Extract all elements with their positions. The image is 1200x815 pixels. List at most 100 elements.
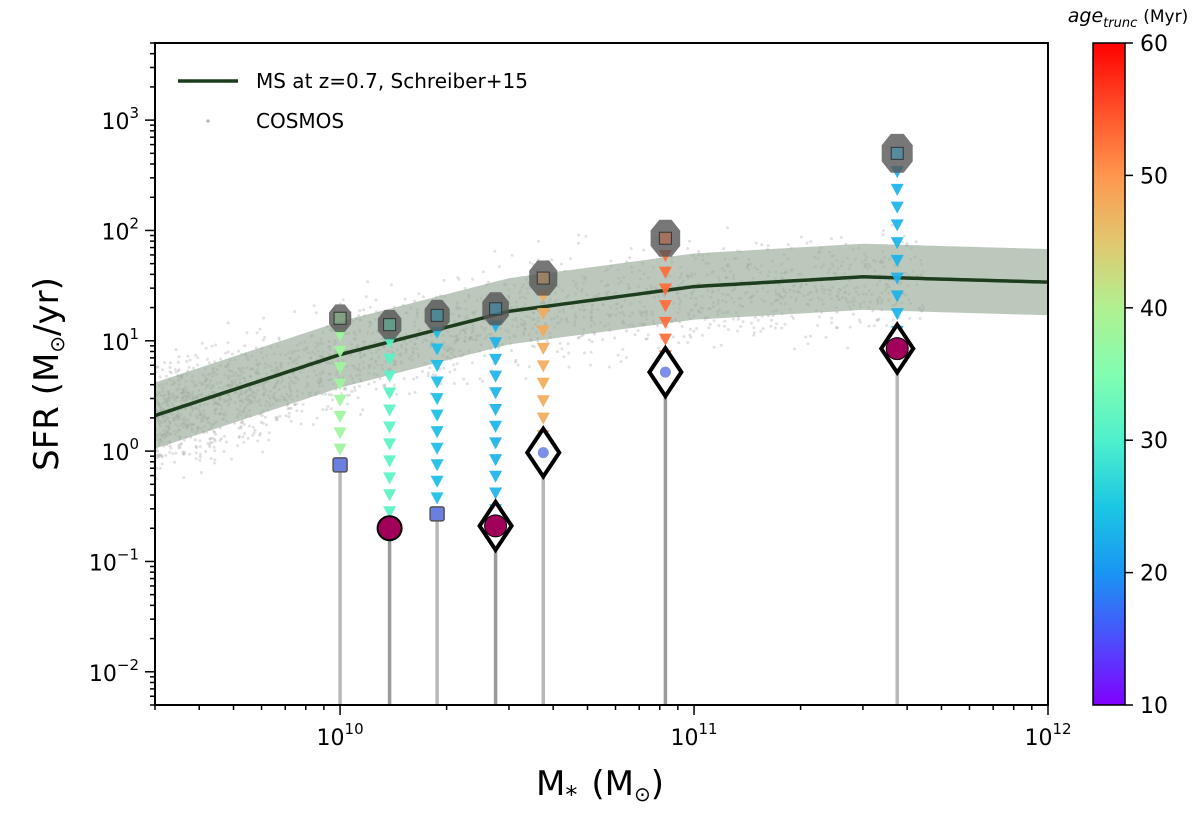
cosmos-point — [146, 431, 149, 434]
galaxy-track — [878, 133, 916, 705]
x-tick-label: 1012 — [1024, 720, 1071, 751]
cosmos-point — [858, 318, 861, 322]
cosmos-point — [243, 344, 247, 348]
cosmos-point — [253, 428, 257, 432]
cosmos-point — [144, 412, 147, 415]
cosmos-point — [251, 433, 255, 437]
cosmos-point — [144, 461, 147, 464]
cosmos-point — [146, 436, 149, 439]
cosmos-point — [259, 431, 262, 435]
cosmos-point — [173, 460, 177, 464]
cosmos-point — [646, 333, 650, 337]
galaxy-tracks — [329, 133, 916, 705]
cosmos-point — [182, 450, 186, 454]
cosmos-point — [148, 430, 151, 433]
x-axis-label-main: M — [536, 764, 565, 804]
cosmos-point — [146, 430, 149, 433]
cosmos-point — [593, 332, 597, 336]
cosmos-point — [145, 405, 148, 408]
cosmos-point — [146, 416, 149, 419]
x-tick-exponent: 10 — [345, 720, 364, 738]
cosmos-point — [759, 329, 763, 333]
truncation-triangle — [383, 353, 397, 366]
cosmos-point — [707, 326, 711, 330]
cosmos-point — [146, 403, 149, 406]
cosmos-point — [237, 426, 241, 430]
cosmos-point — [237, 435, 241, 439]
cosmos-point — [144, 377, 147, 380]
cosmos-point — [145, 402, 148, 405]
colorbar-title: agetrunc (Myr) — [1068, 5, 1188, 31]
cosmos-point — [671, 335, 675, 339]
cosmos-point — [224, 351, 228, 355]
galaxy-track — [524, 260, 562, 705]
x-axis-label-close: ) — [651, 764, 664, 804]
cosmos-point — [736, 329, 739, 333]
cosmos-point — [327, 393, 331, 397]
cosmos-point — [289, 419, 293, 423]
cosmos-point — [199, 471, 203, 474]
cosmos-point — [261, 450, 265, 454]
colorbar-tick-label: 30 — [1140, 429, 1168, 454]
cosmos-point — [205, 357, 209, 361]
cosmos-point — [532, 345, 536, 349]
cosmos-point — [194, 457, 198, 461]
cosmos-point — [160, 454, 164, 458]
cosmos-point — [882, 229, 885, 232]
cosmos-point — [780, 326, 784, 330]
cosmos-point — [236, 444, 240, 448]
cosmos-point — [218, 439, 222, 442]
cosmos-point — [848, 325, 852, 329]
truncation-triangle — [383, 489, 397, 502]
cosmos-point — [392, 383, 396, 387]
cosmos-point — [195, 446, 198, 450]
cosmos-point — [144, 445, 147, 448]
end-square — [429, 506, 445, 522]
cosmos-point — [415, 375, 419, 379]
cosmos-point — [144, 439, 147, 442]
cosmos-point — [148, 420, 151, 423]
cosmos-point — [182, 452, 186, 456]
cosmos-point — [147, 428, 150, 431]
cosmos-point — [160, 455, 164, 459]
truncation-triangle — [658, 266, 672, 279]
cosmos-point — [754, 241, 758, 245]
cosmos-point — [212, 461, 216, 465]
truncation-triangle — [430, 426, 444, 439]
cosmos-point — [348, 393, 352, 397]
cosmos-point — [756, 318, 760, 322]
truncation-triangle — [658, 283, 672, 296]
cosmos-point — [890, 223, 894, 227]
cosmos-point — [226, 341, 230, 345]
cosmos-point — [402, 377, 406, 381]
cosmos-point — [619, 360, 623, 364]
cosmos-point — [374, 298, 378, 302]
cosmos-point — [146, 431, 149, 434]
truncation-triangle — [430, 442, 444, 455]
start-marker-core — [536, 271, 550, 285]
cosmos-point — [330, 393, 334, 397]
cosmos-point — [146, 407, 149, 410]
truncation-triangle — [489, 370, 503, 383]
cosmos-point — [225, 440, 228, 444]
cosmos-point — [151, 427, 154, 430]
truncation-triangle — [890, 254, 904, 267]
cosmos-point — [487, 280, 491, 284]
truncation-triangle — [333, 411, 347, 424]
x-tick-base: 10 — [317, 726, 345, 751]
cosmos-point — [179, 442, 182, 446]
cosmos-point — [168, 444, 172, 448]
cosmos-point — [194, 451, 198, 455]
cosmos-point — [144, 483, 147, 486]
y-tick-label: 100 — [101, 435, 139, 466]
cosmos-point — [144, 411, 147, 414]
cosmos-point — [145, 406, 148, 409]
truncation-triangle — [430, 359, 444, 372]
cosmos-point — [255, 331, 259, 335]
cosmos-point — [483, 354, 486, 358]
cosmos-point — [145, 420, 148, 423]
truncation-triangle — [383, 438, 397, 451]
cosmos-point — [148, 386, 151, 389]
truncation-triangle — [890, 272, 904, 285]
